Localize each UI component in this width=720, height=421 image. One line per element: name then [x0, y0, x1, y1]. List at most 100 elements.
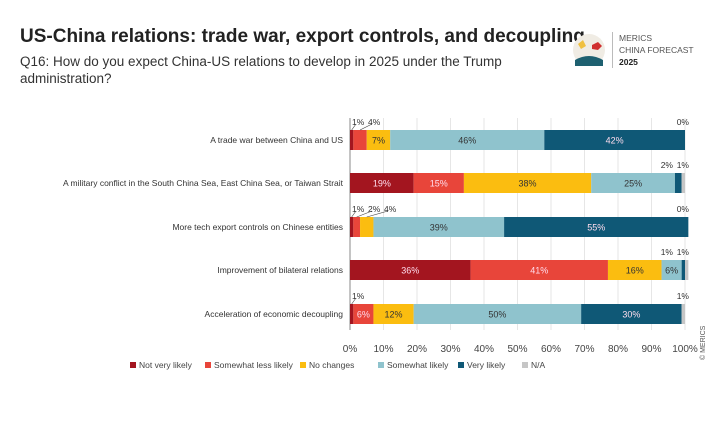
bar-segment: [607, 260, 662, 280]
x-tick-label: 20%: [407, 344, 427, 355]
data-label: 4%: [368, 117, 381, 127]
x-tick-label: 70%: [574, 344, 594, 355]
bar-segment: [413, 304, 582, 324]
category-label: A military conflict in the South China S…: [63, 178, 344, 188]
x-tick-label: 50%: [507, 344, 527, 355]
data-label: 1%: [677, 160, 690, 170]
chart-title: US-China relations: trade war, export co…: [20, 26, 585, 47]
bar-segment: [681, 173, 685, 193]
data-label: 50%: [488, 310, 506, 320]
x-tick-label: 30%: [440, 344, 460, 355]
x-tick-label: 100%: [672, 344, 698, 355]
category-label: Acceleration of economic decoupling: [205, 309, 344, 319]
bar-segment: [681, 260, 685, 280]
data-label: 38%: [519, 179, 537, 189]
leader-line: [351, 123, 357, 131]
data-label: 55%: [587, 223, 605, 233]
data-label: 46%: [458, 136, 476, 146]
data-label: 16%: [626, 266, 644, 276]
logo-text: MERICS CHINA FORECAST 2025: [612, 32, 694, 68]
data-label: 1%: [352, 117, 365, 127]
x-tick-label: 80%: [608, 344, 628, 355]
bar-segment: [504, 217, 689, 237]
data-label: 4%: [384, 204, 397, 214]
data-label: 1%: [661, 247, 674, 257]
globe-icon: [573, 34, 605, 66]
bar-segment: [591, 173, 675, 193]
bar-segment: [661, 260, 682, 280]
data-label: 42%: [606, 136, 624, 146]
x-tick-label: 0%: [343, 344, 358, 355]
data-label: 1%: [677, 247, 690, 257]
legend-label: Somewhat less likely: [214, 360, 294, 370]
data-label: 0%: [677, 204, 690, 214]
bar-segment: [674, 173, 682, 193]
data-label: 6%: [357, 310, 370, 320]
bar-segment: [581, 304, 682, 324]
data-label: 7%: [372, 136, 385, 146]
bar-segment: [685, 260, 689, 280]
legend-swatch: [378, 362, 384, 368]
bar-segment: [350, 217, 354, 237]
x-tick-label: 60%: [541, 344, 561, 355]
data-label: 15%: [430, 179, 448, 189]
bar-segment: [470, 260, 608, 280]
x-tick-label: 40%: [474, 344, 494, 355]
data-label: 1%: [677, 291, 690, 301]
data-label: 0%: [677, 117, 690, 127]
category-label: More tech export controls on Chinese ent…: [172, 222, 343, 232]
bar-segment: [350, 173, 414, 193]
data-label: 6%: [665, 266, 678, 276]
legend-label: Not very likely: [139, 360, 193, 370]
legend-swatch: [522, 362, 528, 368]
legend-swatch: [458, 362, 464, 368]
data-label: 41%: [530, 266, 548, 276]
bar-segment: [353, 217, 361, 237]
bar-segment: [373, 217, 505, 237]
x-tick-label: 10%: [373, 344, 393, 355]
data-label: 12%: [385, 310, 403, 320]
data-label: 30%: [622, 310, 640, 320]
legend-label: Somewhat likely: [387, 360, 449, 370]
bar-segment: [350, 304, 354, 324]
chart-subtitle: Q16: How do you expect China-US relation…: [20, 54, 502, 86]
leader-line: [359, 123, 373, 131]
bar-segment: [360, 217, 374, 237]
bar-segment: [366, 130, 391, 150]
data-label: 1%: [352, 204, 365, 214]
leader-line: [351, 297, 357, 305]
bar-segment: [544, 130, 685, 150]
legend-label: N/A: [531, 360, 546, 370]
legend-swatch: [205, 362, 211, 368]
leader-line: [366, 210, 389, 218]
data-label: 1%: [352, 291, 365, 301]
data-label: 36%: [401, 266, 419, 276]
credit: © MERICS: [700, 325, 707, 360]
category-label: A trade war between China and US: [210, 135, 343, 145]
bar-segment: [350, 130, 354, 150]
leader-line: [356, 210, 373, 218]
data-label: 25%: [624, 179, 642, 189]
legend-swatch: [130, 362, 136, 368]
bar-segment: [353, 304, 374, 324]
legend-swatch: [300, 362, 306, 368]
data-label: 39%: [430, 223, 448, 233]
legend-label: Very likely: [467, 360, 506, 370]
legend-label: No changes: [309, 360, 354, 370]
bar-segment: [350, 260, 471, 280]
leader-line: [351, 210, 357, 218]
data-label: 2%: [368, 204, 381, 214]
bar-segment: [413, 173, 464, 193]
bar-segment: [373, 304, 414, 324]
bar-segment: [463, 173, 592, 193]
bar-segment: [353, 130, 367, 150]
bar-segment: [390, 130, 545, 150]
data-label: 19%: [373, 179, 391, 189]
bar-segment: [681, 304, 685, 324]
category-label: Improvement of bilateral relations: [217, 265, 343, 275]
data-label: 2%: [661, 160, 674, 170]
x-tick-label: 90%: [641, 344, 661, 355]
merics-logo: MERICS CHINA FORECAST 2025: [570, 30, 710, 75]
